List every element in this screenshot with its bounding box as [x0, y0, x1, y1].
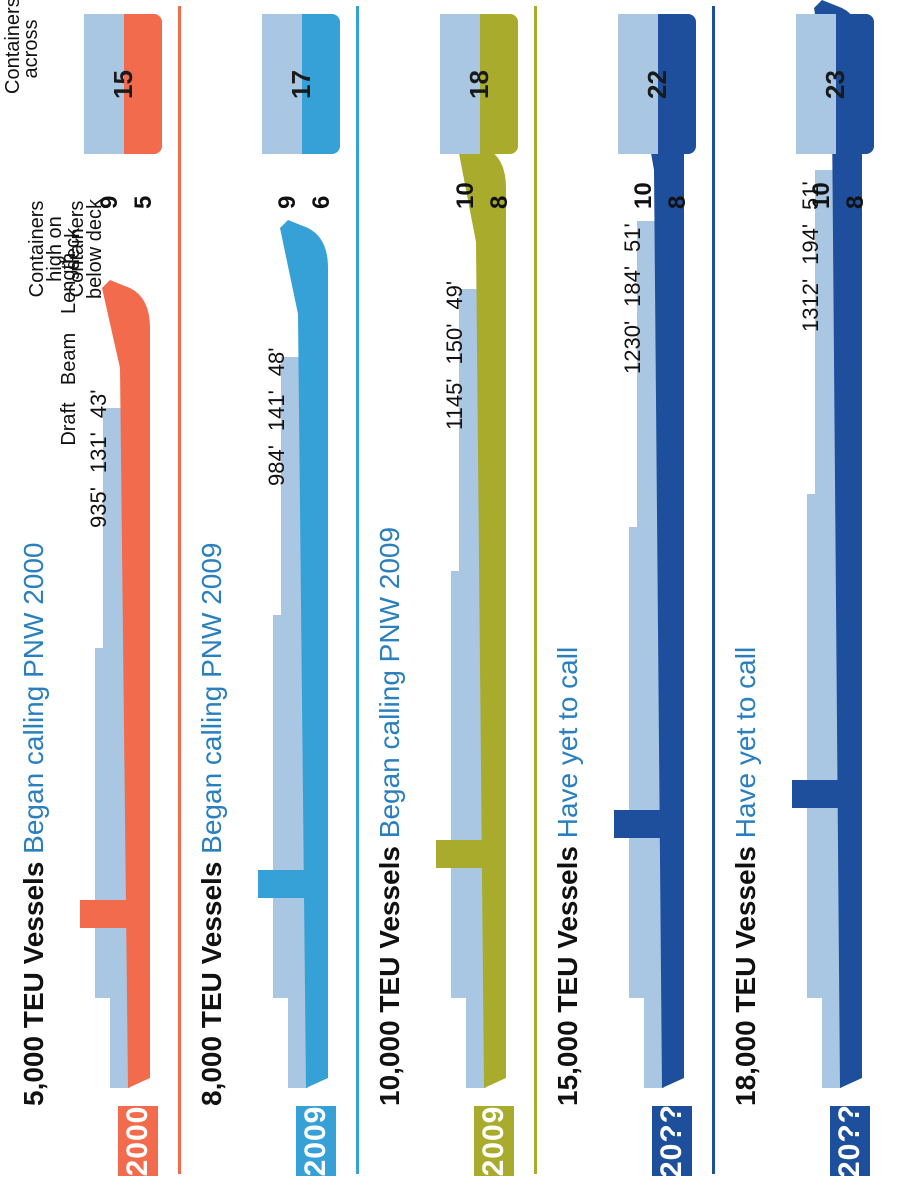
bridge-tower [614, 810, 664, 838]
ship-silhouette [258, 220, 328, 1088]
draft-value: 51' [620, 223, 645, 252]
ship-silhouette [436, 140, 506, 1088]
beam-value: 150' [442, 323, 467, 365]
ship-hull [280, 220, 328, 1088]
across-label-2: across [20, 19, 42, 79]
containers-across-count: 18 [464, 70, 494, 99]
cross-section: 17 [262, 14, 340, 154]
draft-value: 43' [86, 389, 111, 419]
ship-hull [458, 140, 506, 1088]
vessel-row: 20?? 15,000 TEU Vessels Have yet to call 1… [534, 0, 712, 1184]
high-on-deck-count: 10 [630, 182, 657, 209]
draft-value: 48' [264, 347, 289, 377]
length-value: 984' [264, 445, 289, 486]
vessel-row: 2000 5,000 TEU Vessels Began calling PNW … [0, 0, 178, 1184]
bridge-tower [258, 870, 308, 898]
beam-value: 184' [620, 265, 645, 307]
length-value: 1312' [798, 278, 823, 332]
cross-section: 15 [84, 14, 162, 154]
below-deck-label-2: below deck [84, 198, 106, 300]
vessel-dimensions: 935' 131' 43' [86, 376, 112, 528]
containers-across-count: 22 [642, 70, 672, 99]
draft-value: 49' [442, 280, 467, 310]
container-stack [451, 289, 486, 1088]
below-deck-count: 8 [842, 195, 869, 209]
beam-value: 141' [264, 390, 289, 432]
cross-section: 18 [440, 14, 518, 154]
beam-value: 194' [798, 223, 823, 265]
bridge-tower [436, 840, 486, 868]
container-stack [807, 170, 842, 1088]
below-deck-count: 6 [308, 195, 335, 209]
bridge-tower [792, 780, 842, 808]
containers-across-count: 17 [286, 70, 316, 99]
ship-hull [814, 0, 862, 1088]
below-deck-count: 5 [130, 195, 157, 209]
high-on-deck-count: 9 [274, 195, 301, 209]
high-on-deck-count: 10 [452, 182, 479, 209]
containers-across-count: 23 [820, 70, 850, 99]
bridge-tower [80, 900, 130, 928]
length-value: 935' [86, 487, 111, 528]
ship-silhouette [614, 60, 684, 1088]
ship-hull [636, 60, 684, 1088]
ship-silhouette [792, 0, 862, 1088]
vessel-dimensions: 1145' 150' 49' [442, 267, 468, 430]
cross-section: 23 [796, 14, 874, 154]
vessel-row: 2009 8,000 TEU Vessels Began calling PNW … [178, 0, 356, 1184]
container-stack [273, 357, 308, 1088]
length-value: 1230' [620, 320, 645, 374]
below-deck-header: Containers below deck [66, 194, 106, 304]
containers-across-count: 15 [108, 70, 138, 99]
high-on-deck-count: 10 [808, 182, 835, 209]
cross-section: 22 [618, 14, 696, 154]
vessel-row: 20?? 18,000 TEU Vessels Have yet to call 1… [712, 0, 890, 1184]
vessel-dimensions: 1230' 184' 51' [620, 209, 646, 374]
vessel-row: 2009 10,000 TEU Vessels Began calling PNW… [356, 0, 534, 1184]
container-stack [629, 221, 664, 1088]
vessel-dimensions: 984' 141' 48' [264, 334, 290, 486]
beam-value: 131' [86, 432, 111, 474]
ship-hull [102, 280, 150, 1088]
across-header: Containers across [2, 0, 42, 94]
ship-silhouette [80, 280, 150, 1088]
length-value: 1145' [442, 378, 467, 430]
below-deck-count: 8 [664, 195, 691, 209]
below-deck-count: 8 [486, 195, 513, 209]
